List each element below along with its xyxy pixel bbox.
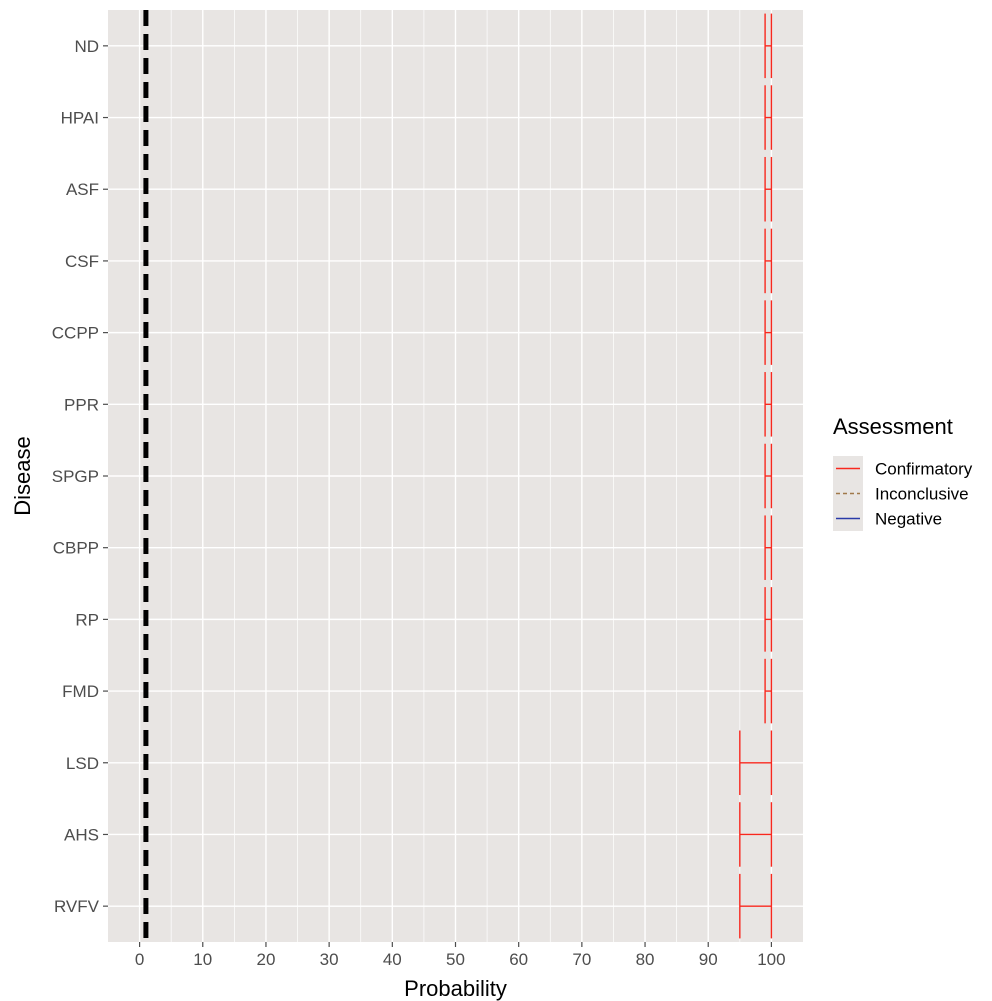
error-bar-nd (764, 13, 773, 79)
y-tick-label: LSD (66, 754, 99, 773)
legend-entry-inconclusive: Inconclusive (833, 481, 969, 506)
y-axis-title: Disease (10, 436, 35, 515)
x-axis-title: Probability (404, 976, 507, 1001)
error-bar-hpai (764, 85, 773, 150)
y-tick-label: CCPP (52, 324, 99, 343)
error-bars (739, 13, 773, 939)
y-tick-label: ASF (66, 180, 99, 199)
x-tick-label: 50 (446, 950, 465, 969)
x-tick-label: 70 (572, 950, 591, 969)
error-bar-rvfv (739, 873, 773, 939)
x-tick-label: 60 (509, 950, 528, 969)
y-tick-label: CSF (65, 252, 99, 271)
y-tick-label: CBPP (53, 539, 99, 558)
x-axis: 0 10 20 30 40 50 60 70 80 90 100 (135, 942, 786, 969)
legend-entries: Confirmatory Inconclusive Negative (833, 456, 973, 531)
legend: Assessment Confirmatory Inconclusive Negat… (833, 414, 973, 531)
error-bar-asf (764, 156, 773, 222)
y-axis: ND HPAI ASF CSF CCPP PPR SPGP CBPP RP FMD LSD AHS RV… (52, 37, 108, 916)
x-tick-label: 100 (757, 950, 785, 969)
y-tick-label: AHS (64, 825, 99, 844)
legend-label: Confirmatory (875, 460, 973, 479)
error-bar-rp (764, 587, 773, 652)
error-bar-csf (764, 228, 773, 294)
x-tick-label: 80 (636, 950, 655, 969)
x-tick-label: 90 (699, 950, 718, 969)
y-tick-label: SPGP (52, 467, 99, 486)
legend-label: Negative (875, 510, 942, 529)
error-bar-spgp (764, 443, 773, 509)
legend-entry-negative: Negative (833, 506, 942, 531)
x-tick-label: 0 (135, 950, 144, 969)
error-bar-cbpp (764, 515, 773, 580)
legend-title: Assessment (833, 414, 953, 439)
legend-entry-confirmatory: Confirmatory (833, 456, 973, 481)
y-tick-label: PPR (64, 395, 99, 414)
error-bar-ppr (764, 372, 773, 437)
y-tick-label: FMD (62, 682, 99, 701)
error-bar-ahs (739, 802, 773, 867)
x-tick-label: 10 (193, 950, 212, 969)
error-bar-ccpp (764, 300, 773, 365)
y-tick-label: ND (74, 37, 99, 56)
y-tick-label: HPAI (61, 109, 99, 128)
y-tick-label: RP (75, 610, 99, 629)
y-tick-label: RVFV (54, 897, 100, 916)
grid-lines (108, 10, 803, 942)
error-bar-lsd (739, 730, 773, 796)
x-tick-label: 30 (320, 950, 339, 969)
x-tick-label: 40 (383, 950, 402, 969)
x-tick-label: 20 (256, 950, 275, 969)
legend-label: Inconclusive (875, 485, 969, 504)
error-bar-fmd (764, 658, 773, 724)
